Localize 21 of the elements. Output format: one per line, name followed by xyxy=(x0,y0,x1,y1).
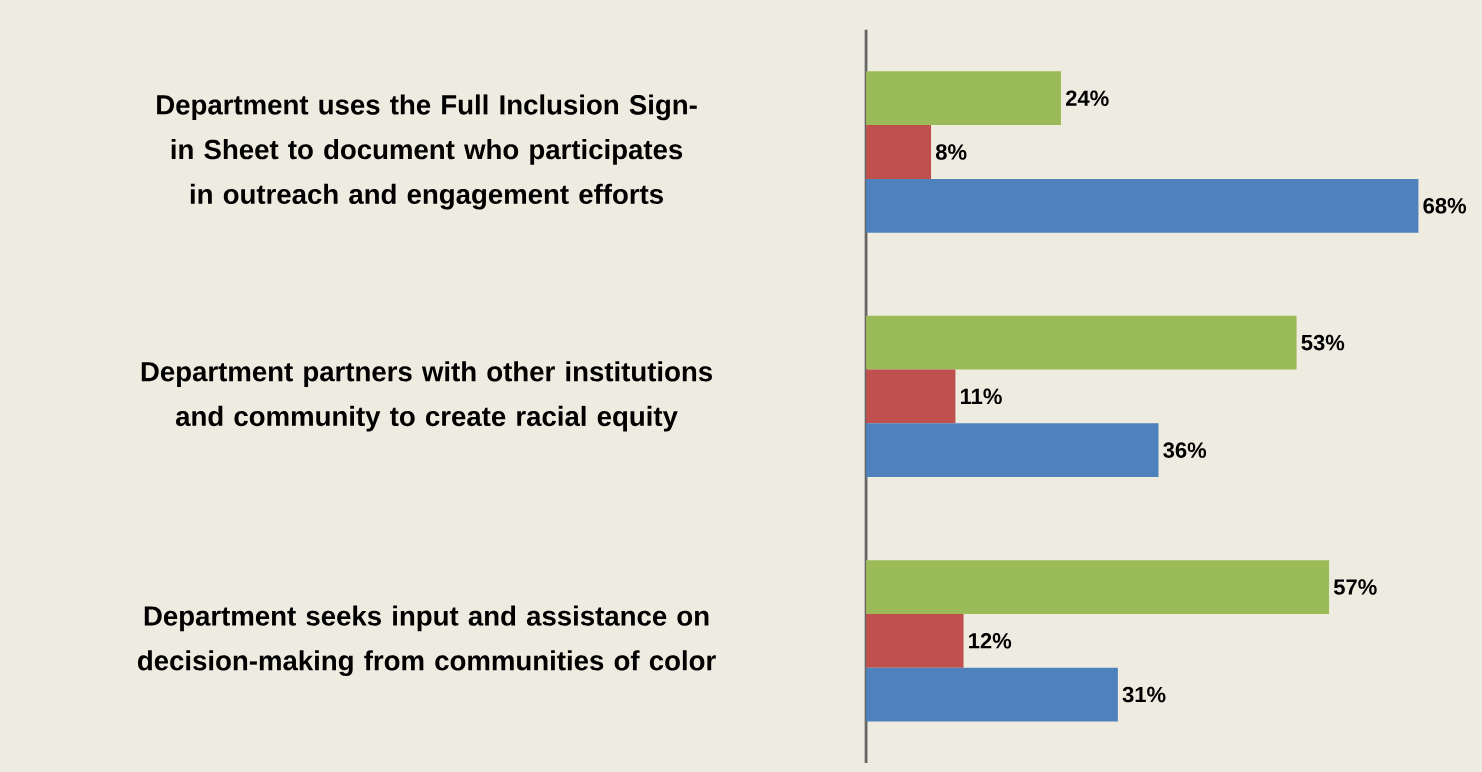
data-label: 8% xyxy=(935,144,967,160)
data-label: 53% xyxy=(1301,334,1345,351)
data-label: 24% xyxy=(1065,90,1109,107)
data-label: 68% xyxy=(1423,197,1467,214)
y-tick-label: Department uses the Full Inclusion Sign-in Sheet to document who participates in outreach and engagement efforts xyxy=(157,94,697,210)
data-label: 57% xyxy=(1333,579,1377,595)
bar xyxy=(866,315,1297,370)
bar xyxy=(866,178,1419,233)
y-tick-label: Department seeks input and assistance on decision-making from communities of color xyxy=(138,605,716,677)
bar xyxy=(866,71,1062,126)
data-label: 12% xyxy=(969,633,1012,649)
data-label: 11% xyxy=(960,388,1002,405)
bar xyxy=(866,369,956,424)
bar xyxy=(866,423,1159,478)
bar xyxy=(866,667,1118,722)
bar xyxy=(866,560,1330,614)
bar xyxy=(866,613,964,668)
data-label: 36% xyxy=(1163,442,1207,459)
bar xyxy=(866,125,932,179)
y-tick-label: Department partners with other institutions and community to create racial equity xyxy=(141,361,713,432)
data-label: 31% xyxy=(1122,686,1166,703)
